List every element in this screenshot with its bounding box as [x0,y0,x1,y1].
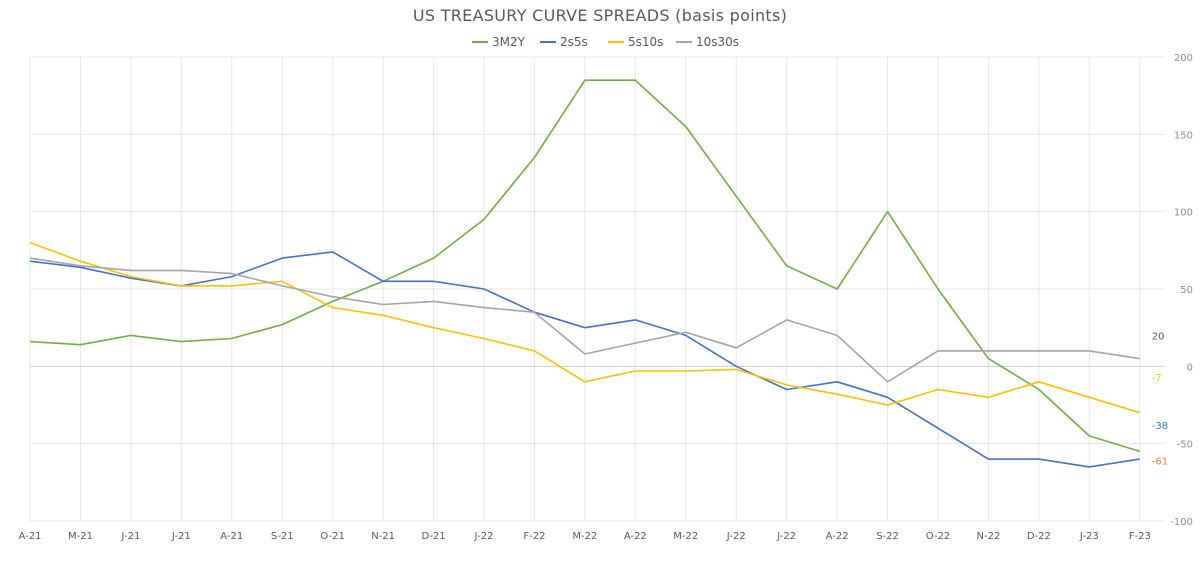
x-tick-label: A-22 [826,531,849,542]
end-label-2s5s: -38 [1152,421,1168,432]
end-label-3m2y: -61 [1152,457,1168,468]
y-tick-label: 150 [1174,130,1193,141]
x-tick-label: D-21 [422,531,446,542]
x-tick-label: M-22 [572,531,597,542]
x-tick-label: N-21 [371,531,395,542]
x-tick-label: J-21 [120,531,140,542]
legend-label: 2s5s [560,35,588,49]
x-tick-label: O-22 [926,531,950,542]
x-tick-label: F-22 [523,531,545,542]
grid [29,56,1165,522]
legend-label: 5s10s [628,35,663,49]
x-tick-label: M-21 [68,531,93,542]
x-tick-label: O-21 [320,531,344,542]
x-tick-label: J-22 [726,531,746,542]
x-tick-label: J-21 [171,531,191,542]
y-axis: -100 -50 0 50 100 150 200 [1170,53,1193,528]
legend-label: 3M2Y [492,35,526,49]
end-labels: -61 -38 -7 20 [1152,331,1168,467]
x-tick-label: J-22 [474,531,494,542]
y-tick-label: 0 [1187,362,1193,373]
legend-item-2s5s: 2s5s [540,35,588,49]
x-tick-label: A-22 [624,531,647,542]
x-tick-label: F-23 [1129,531,1151,542]
x-tick-label: A-21 [220,531,243,542]
series-line-10s30s [29,257,1140,383]
series-line-5s10s [29,241,1141,414]
x-axis: A-21 M-21 J-21 J-21 A-21 S-21 O-21 N-21 D-21 J-22… [19,531,1151,542]
chart-title: US TREASURY CURVE SPREADS (basis points) [412,6,788,25]
y-tick-label: 100 [1174,208,1193,219]
end-label-5s10s: -7 [1152,373,1162,384]
x-tick-label: S-22 [876,531,899,542]
x-tick-label: M-22 [673,531,698,542]
x-tick-label: A-21 [19,531,42,542]
legend-item-5s10s: 5s10s [608,35,663,49]
legend-item-10s30s: 10s30s [676,35,739,49]
x-tick-label: J-23 [1079,531,1099,542]
legend-label: 10s30s [696,35,739,49]
end-label-10s30s: 20 [1152,331,1165,342]
legend: 3M2Y 2s5s 5s10s 10s30s [472,35,739,49]
series-line-3m2y [29,79,1141,453]
y-tick-label: -100 [1170,517,1193,528]
x-tick-label: S-21 [271,531,294,542]
x-tick-label: J-22 [776,531,796,542]
y-tick-label: 50 [1180,285,1193,296]
series-layer [29,79,1141,468]
series-line-2s5s [29,251,1140,468]
x-tick-label: N-22 [977,531,1001,542]
legend-item-3m2y: 3M2Y [472,35,526,49]
y-tick-label: -50 [1177,440,1193,451]
x-tick-label: D-22 [1027,531,1051,542]
y-tick-label: 200 [1174,53,1193,64]
